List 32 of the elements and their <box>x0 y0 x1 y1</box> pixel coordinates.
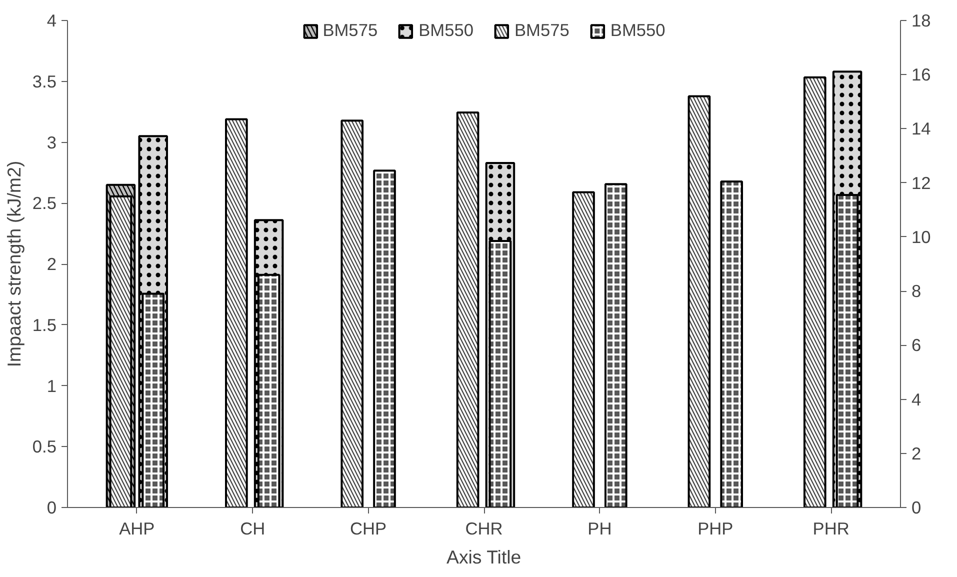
x-axis-title: Axis Title <box>446 546 522 568</box>
y-tick-label: 2.5 <box>32 193 57 214</box>
y2-tick-label: 12 <box>912 172 931 193</box>
y2-tick-label: 6 <box>912 335 922 356</box>
legend-label: BM575 <box>514 20 570 41</box>
legend-label: BM575 <box>322 20 378 41</box>
x-tick-label: CHP <box>350 518 387 538</box>
legend-label: BM550 <box>610 20 666 41</box>
x-tick-label: PH <box>588 518 612 538</box>
legend-label: BM550 <box>418 20 474 41</box>
y2-tick-label: 8 <box>912 281 922 302</box>
x-tick-label: PHR <box>812 518 850 538</box>
y2-tick-label: 2 <box>912 443 922 464</box>
x-tick-label: CH <box>240 518 266 538</box>
y-tick-label: 4 <box>46 10 57 30</box>
x-tick-label: AHP <box>119 518 155 538</box>
y-tick-label: 2 <box>46 254 57 274</box>
x-tick-label: CHR <box>465 518 503 538</box>
y2-tick-label: 16 <box>912 64 931 85</box>
x-tick-label: PHP <box>698 518 734 538</box>
y2-tick-label: 4 <box>912 389 922 410</box>
y2-tick-label: 18 <box>912 10 931 30</box>
y2-tick-label: 10 <box>912 226 931 247</box>
y2-tick-label: 0 <box>912 498 922 518</box>
y-axis-title: Impaact strength (kJ/m2) <box>3 160 24 368</box>
y-tick-label: 3 <box>46 132 57 152</box>
y-tick-label: 0.5 <box>32 436 57 457</box>
y2-tick-label: 14 <box>912 118 932 139</box>
y-tick-label: 1 <box>46 376 57 396</box>
y-tick-label: 3.5 <box>32 71 57 92</box>
y-tick-label: 1.5 <box>32 314 57 335</box>
y-tick-label: 0 <box>46 498 57 518</box>
